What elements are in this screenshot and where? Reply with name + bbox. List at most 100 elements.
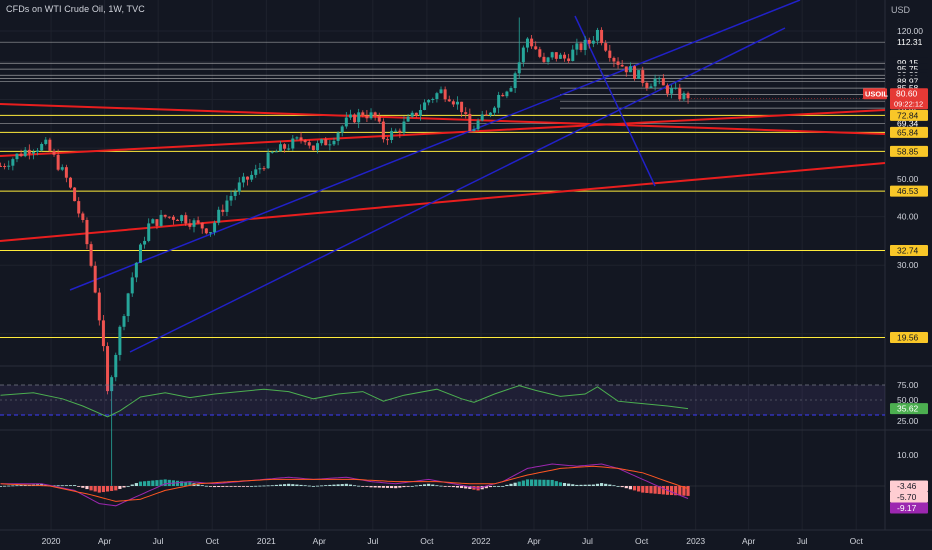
- candle: [394, 128, 398, 132]
- symbol-tag: USOIL: [865, 90, 888, 99]
- candle: [612, 56, 616, 68]
- candle-body: [110, 377, 114, 392]
- candle: [530, 35, 534, 49]
- candle-body: [332, 140, 336, 145]
- macd-tick-label: 10.00: [897, 450, 919, 460]
- candle: [89, 241, 93, 268]
- candle: [427, 99, 431, 106]
- candle-body: [324, 139, 328, 146]
- candle-body: [56, 154, 60, 170]
- candle-body: [464, 112, 468, 114]
- macd-histogram-bar: [439, 485, 443, 487]
- candle: [439, 86, 443, 94]
- candle: [542, 52, 546, 64]
- macd-hist-value: -3.46: [897, 481, 917, 491]
- candle: [488, 111, 492, 118]
- macd-histogram-bar: [258, 485, 262, 487]
- macd-histogram-bar: [509, 483, 513, 486]
- macd-histogram-bar: [443, 486, 447, 487]
- candle-body: [246, 176, 250, 180]
- candle-body: [571, 49, 575, 61]
- candle: [525, 37, 529, 53]
- macd-histogram-bar: [68, 485, 73, 486]
- candle-body: [340, 126, 344, 133]
- candle: [180, 214, 184, 224]
- candle-body: [48, 139, 52, 151]
- candle-body: [633, 66, 637, 79]
- candle-body: [180, 215, 184, 221]
- time-tick-label: Jul: [153, 536, 164, 546]
- candle: [665, 83, 669, 97]
- candle-body: [114, 354, 118, 378]
- macd-histogram-bar: [204, 485, 208, 487]
- candle: [641, 66, 645, 87]
- candle-body: [670, 88, 674, 94]
- macd-histogram-bar: [278, 484, 283, 486]
- candle: [390, 127, 394, 144]
- candle: [15, 153, 19, 163]
- candle-body: [418, 109, 422, 116]
- time-tick-label: Jul: [582, 536, 593, 546]
- candle-body: [299, 137, 303, 141]
- macd-histogram-bar: [455, 486, 460, 488]
- macd-histogram-bar: [105, 486, 110, 492]
- candle: [624, 66, 628, 77]
- candle-body: [200, 222, 204, 229]
- macd-histogram-bar: [505, 484, 509, 486]
- candle-body: [31, 151, 35, 154]
- candle-body: [451, 101, 455, 105]
- signal-line: [0, 465, 689, 502]
- candle: [225, 195, 229, 216]
- current-price-box: [890, 88, 928, 110]
- macd-histogram-bar: [657, 486, 661, 495]
- macd-histogram-bar: [245, 486, 250, 487]
- candle: [480, 110, 484, 122]
- candle-body: [369, 112, 373, 119]
- candle: [77, 197, 81, 218]
- candle-body: [225, 200, 229, 212]
- candle-body: [357, 112, 361, 123]
- macd-histogram-bar: [554, 481, 558, 486]
- candle-body: [266, 152, 270, 169]
- candle-body: [118, 326, 122, 355]
- candle-body: [7, 165, 11, 167]
- trend-line: [574, 15, 656, 187]
- candle-body: [682, 93, 686, 100]
- candle-body: [661, 78, 665, 86]
- candle: [546, 56, 550, 65]
- candle-body: [493, 107, 497, 113]
- candle: [126, 292, 130, 323]
- candle: [661, 74, 665, 86]
- macd-histogram-bar: [287, 483, 291, 486]
- candle: [373, 111, 377, 121]
- candle-body: [15, 153, 19, 160]
- candle: [155, 219, 159, 230]
- candle: [138, 242, 142, 263]
- macd-histogram-bar: [229, 486, 233, 487]
- candle-body: [101, 320, 105, 347]
- macd-histogram-bar: [3, 485, 7, 487]
- macd-histogram-bar: [311, 486, 315, 487]
- macd-histogram-bar: [414, 485, 418, 487]
- candle-body: [394, 130, 398, 132]
- candle: [176, 218, 180, 221]
- macd-histogram-bar: [110, 486, 114, 491]
- candle-body: [579, 43, 583, 50]
- candle: [431, 97, 435, 104]
- macd-histogram-bar: [250, 486, 254, 487]
- macd-histogram-bar: [591, 484, 595, 486]
- trend-line: [0, 162, 886, 242]
- candle-body: [641, 70, 645, 83]
- candle: [36, 147, 40, 156]
- candle: [3, 163, 7, 170]
- candle: [93, 261, 97, 294]
- level-price-label: 85.58: [897, 83, 919, 93]
- candle-body: [628, 66, 632, 73]
- candle: [311, 145, 315, 151]
- macd-panel: [0, 463, 885, 507]
- candle-body: [237, 182, 241, 192]
- macd-histogram-bar: [126, 486, 130, 487]
- time-tick-label: Oct: [635, 536, 649, 546]
- macd-histogram-bar: [324, 485, 328, 486]
